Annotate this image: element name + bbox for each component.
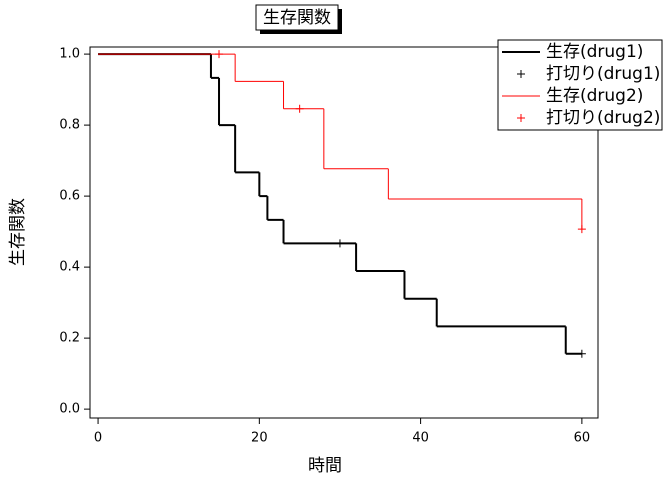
- x-tick-label: 40: [412, 431, 429, 446]
- legend-label: 打切り(drug2): [546, 108, 660, 128]
- y-axis-label: 生存関数: [8, 198, 28, 266]
- y-tick-label: 0.4: [59, 260, 80, 275]
- x-tick-label: 20: [251, 431, 268, 446]
- title-box: [255, 4, 339, 31]
- y-tick-label: 1.0: [59, 47, 80, 62]
- legend-swatch: [517, 114, 525, 122]
- x-tick-label: 60: [574, 431, 591, 446]
- x-tick-label: 0: [94, 431, 102, 446]
- chart-title: 生存関数: [263, 8, 331, 28]
- censor-marker: [335, 239, 344, 248]
- legend-label: 生存(drug1): [546, 42, 643, 62]
- plot-frame: [89, 46, 599, 419]
- legend-label: 生存(drug2): [546, 86, 643, 106]
- y-tick-label: 0.6: [59, 189, 80, 204]
- legend-swatch: [517, 70, 525, 78]
- x-axis-label: 時間: [308, 456, 342, 476]
- y-tick-label: 0.2: [59, 331, 80, 346]
- censor-marker: [577, 349, 586, 358]
- legend-label: 打切り(drug1): [546, 64, 660, 84]
- y-tick-label: 0.0: [59, 402, 80, 417]
- censor-marker: [577, 225, 586, 234]
- censor-marker: [295, 104, 304, 113]
- censor-marker: [215, 50, 224, 59]
- y-tick-label: 0.8: [59, 118, 80, 133]
- legend-box: [497, 39, 663, 131]
